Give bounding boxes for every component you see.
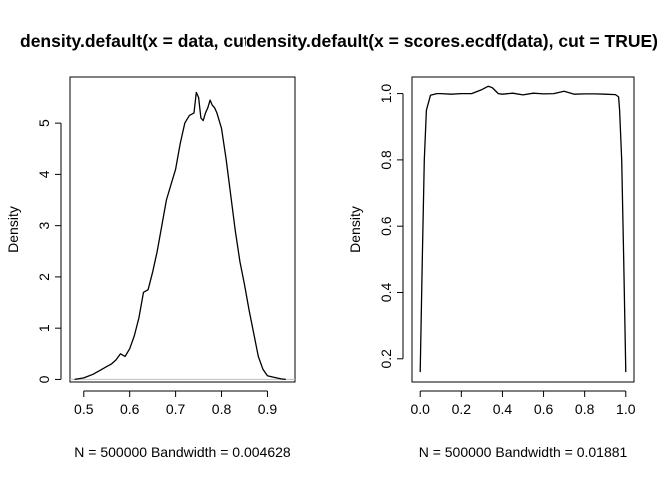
- right-y-tick-label: 0.6: [378, 216, 394, 236]
- left-x-tick-label: 0.6: [120, 401, 140, 417]
- left-x-tick-label: 0.5: [74, 401, 94, 417]
- right-x-tick-label: 0.2: [452, 401, 472, 417]
- left-density-panel: 0.5 0.6 0.7 0.8 0.9 0 1 2 3 4 5 N = 500000 Bandwidt…: [5, 76, 296, 460]
- right-plot-frame: [411, 76, 635, 383]
- right-y-tick-label: 0.8: [378, 150, 394, 170]
- right-x-tick-label: 0.6: [534, 401, 554, 417]
- right-y-axis-label: Density: [347, 206, 363, 253]
- left-x-tick-label: 0.9: [258, 401, 278, 417]
- left-plot-frame: [69, 76, 296, 383]
- left-y-tick-label: 0: [36, 375, 52, 383]
- left-y-tick-label: 2: [36, 273, 52, 281]
- right-panel-title-background: [246, 31, 658, 51]
- left-density-curve: [74, 91, 286, 381]
- right-x-tick-label: 0.8: [575, 401, 595, 417]
- right-density-curve: [419, 85, 627, 373]
- right-x-tick-label: 0.4: [493, 401, 513, 417]
- left-x-tick-label: 0.8: [212, 401, 232, 417]
- left-y-tick-label: 5: [36, 119, 52, 127]
- right-x-tick-label: 1.0: [616, 401, 636, 417]
- left-y-tick-label: 4: [36, 170, 52, 178]
- right-panel-title: density.default(x = scores.ecdf(data), c…: [246, 31, 658, 51]
- left-x-tick-label: 0.7: [166, 401, 186, 417]
- panel-titles: density.default(x = data, cut = TRUE) de…: [20, 31, 658, 51]
- left-x-axis-label: N = 500000 Bandwidth = 0.004628: [74, 444, 291, 460]
- right-x-axis-label: N = 500000 Bandwidth = 0.01881: [419, 444, 628, 460]
- left-y-tick-label: 1: [36, 324, 52, 332]
- right-y-tick-label: 1.0: [378, 84, 394, 104]
- right-y-tick-label: 0.2: [378, 349, 394, 369]
- left-y-tick-label: 3: [36, 222, 52, 230]
- left-y-axis-label: Density: [5, 206, 21, 253]
- right-density-panel: 0.0 0.2 0.4 0.6 0.8 1.0 0.2 0.4 0.6 0.8 1.0 N = 500…: [347, 76, 636, 460]
- right-x-tick-label: 0.0: [410, 401, 430, 417]
- right-y-tick-label: 0.4: [378, 283, 394, 303]
